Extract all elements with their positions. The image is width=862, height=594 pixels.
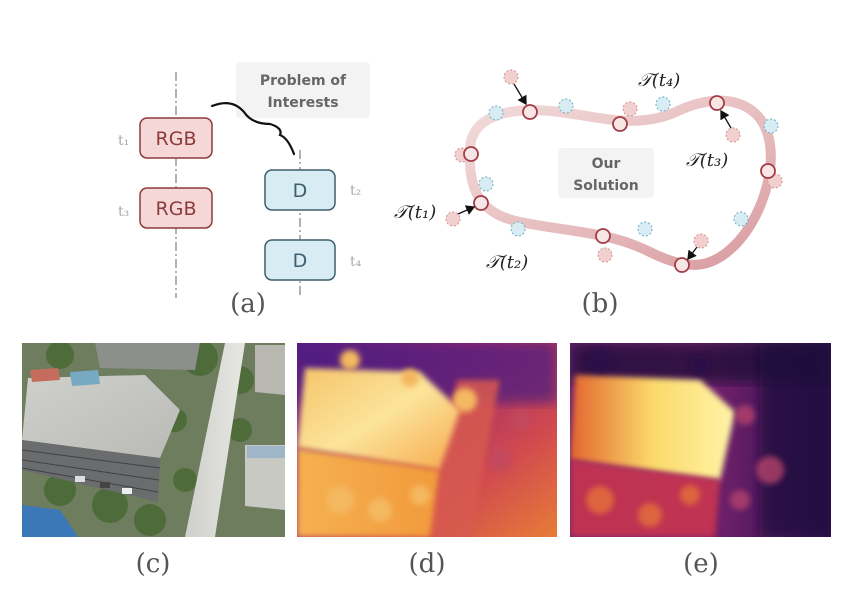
time-label-t4: t₄: [350, 254, 362, 270]
rgb-sample: [503, 69, 519, 85]
traj-label-t2: 𝒯(t₂): [486, 252, 528, 273]
our-solution-bg: [558, 148, 654, 198]
rgb-sample: [693, 233, 709, 249]
arrow: [513, 83, 527, 106]
caption-e: (e): [683, 549, 719, 579]
caption-d: (d): [409, 549, 446, 579]
rgb-sample: [725, 127, 741, 143]
rgb-sample: [622, 101, 638, 117]
depth-samples: [478, 96, 779, 237]
rgb-sample: [445, 211, 461, 227]
caption-a: (a): [230, 289, 266, 319]
arrow: [457, 205, 476, 215]
trajectory-pose: [463, 146, 479, 162]
time-label-t3: t₃: [118, 204, 129, 220]
rgb-frame-t1: RGB: [139, 117, 213, 159]
arrow: [687, 246, 698, 261]
depth-sample: [478, 176, 494, 192]
depth-sample: [655, 96, 671, 112]
depth-label: D: [293, 250, 308, 272]
problem-of-interests-line1: Problem of: [260, 73, 347, 89]
trajectory-pose: [473, 195, 489, 211]
our-solution-line1: Our: [592, 156, 621, 172]
caption-b: (b): [582, 289, 619, 319]
panel-b: Our Solution: [394, 69, 783, 319]
depth-sample: [510, 221, 526, 237]
our-solution-line2: Solution: [573, 178, 639, 194]
depth-sample: [558, 98, 574, 114]
traj-label-t4: 𝒯(t₄): [638, 70, 680, 91]
trajectory-pose: [522, 104, 538, 120]
depth-sample: [763, 118, 779, 134]
depth-sample: [488, 105, 504, 121]
panel-e-depth-image: [570, 343, 831, 537]
time-label-t1: t₁: [118, 133, 129, 149]
traj-label-t1: 𝒯(t₁): [394, 202, 436, 223]
arrow: [720, 109, 732, 129]
depth-sample: [637, 221, 653, 237]
panel-a: t₁ t₃ t₂ t₄ RGB RGB D D Problem of Inter…: [118, 62, 370, 319]
alignment-arrows: [457, 83, 732, 261]
time-label-t2: t₂: [350, 183, 361, 199]
trajectory-pose: [595, 228, 611, 244]
trajectory-pose: [709, 95, 725, 111]
depth-frame-t2: D: [264, 169, 336, 211]
caption-c: (c): [136, 549, 171, 579]
depth-sample: [733, 211, 749, 227]
trajectory-poses: [463, 95, 776, 273]
trajectory-pose: [674, 257, 690, 273]
rgb-label: RGB: [156, 198, 197, 220]
rgb-sample: [597, 247, 613, 263]
traj-label-t3: 𝒯(t₃): [686, 150, 728, 171]
problem-of-interests-bg: [236, 62, 370, 118]
panel-d-depth-image: [297, 343, 557, 537]
brace: [210, 101, 296, 156]
problem-of-interests-line2: Interests: [267, 95, 338, 111]
depth-label: D: [293, 180, 308, 202]
trajectory-pose: [760, 163, 776, 179]
trajectory-pose: [612, 116, 628, 132]
depth-frame-t4: D: [264, 239, 336, 281]
rgb-label: RGB: [156, 128, 197, 150]
panel-c-rgb-image: [22, 343, 285, 537]
rgb-frame-t3: RGB: [139, 187, 213, 229]
